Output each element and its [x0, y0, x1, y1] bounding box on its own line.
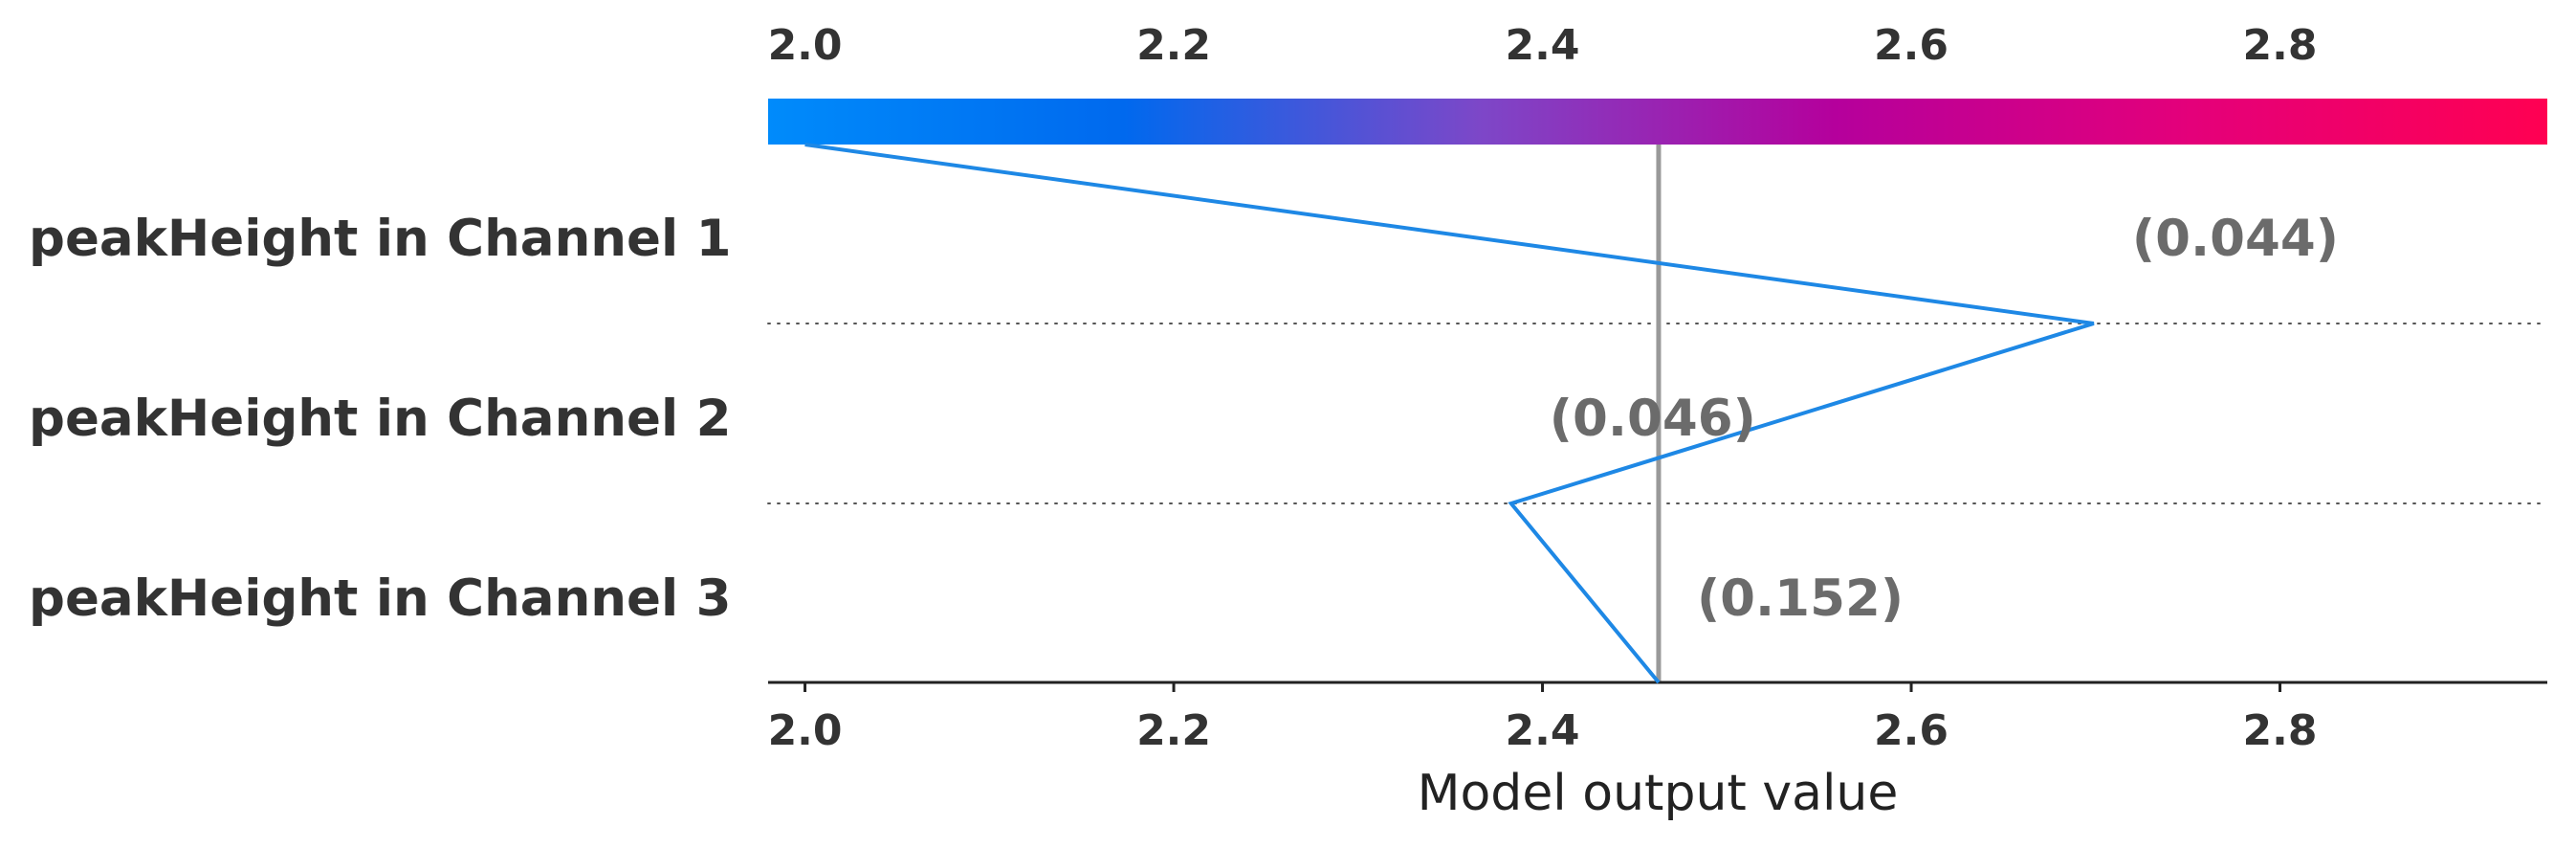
top-tick-label: 2.0	[768, 21, 843, 70]
feature-value-label: (0.152)	[1697, 569, 1904, 628]
feature-label: peakHeight in Channel 3	[29, 569, 731, 628]
bottom-tick-label: 2.6	[1874, 706, 1949, 755]
value-labels: (0.044) (0.046) (0.152)	[1550, 210, 2339, 628]
top-tick-label: 2.4	[1506, 21, 1580, 70]
top-tick-label: 2.2	[1136, 21, 1211, 70]
top-tick-label: 2.8	[2243, 21, 2318, 70]
bottom-tick-label: 2.0	[768, 706, 843, 755]
top-tick-label: 2.6	[1874, 21, 1949, 70]
feature-label: peakHeight in Channel 1	[29, 210, 731, 268]
tick-labels: 2.0 2.0 2.2 2.2 2.4 2.4 2.6 2.6 2.8 2.8	[768, 21, 2318, 755]
feature-value-label: (0.044)	[2132, 210, 2339, 268]
feature-labels: peakHeight in Channel 1 peakHeight in Cha…	[29, 210, 731, 628]
bottom-tick-label: 2.8	[2243, 706, 2318, 755]
x-axis-title: Model output value	[1418, 765, 1899, 822]
feature-label: peakHeight in Channel 2	[29, 390, 731, 448]
colorbar	[768, 99, 2547, 145]
bottom-tick-label: 2.2	[1136, 706, 1211, 755]
bottom-tick-label: 2.4	[1506, 706, 1580, 755]
decision-path	[804, 143, 2095, 684]
feature-value-label: (0.046)	[1550, 390, 1756, 448]
